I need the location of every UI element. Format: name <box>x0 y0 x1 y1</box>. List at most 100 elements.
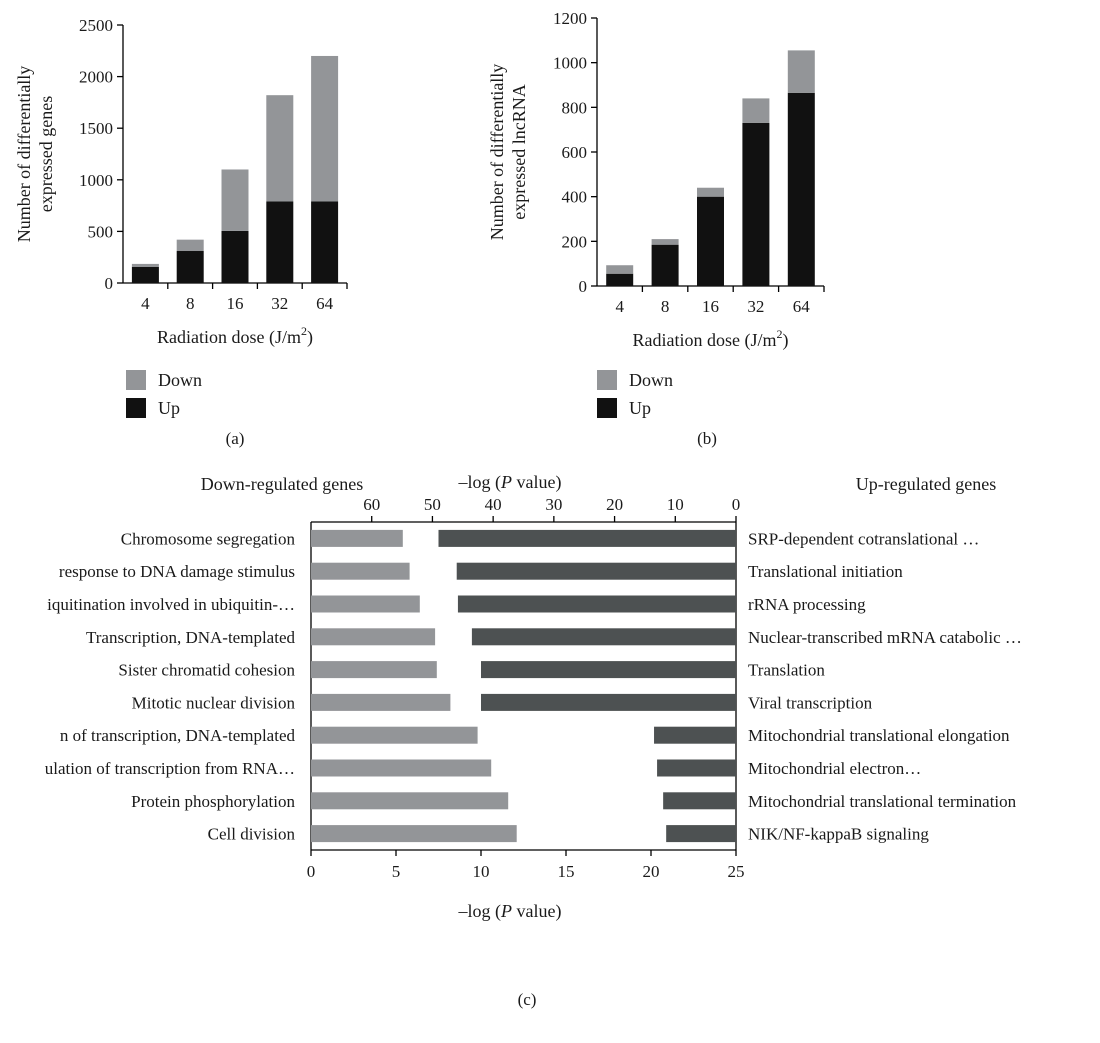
legend-swatch-down <box>597 370 617 390</box>
top-axis-title-p: P <box>500 472 512 492</box>
top-tick-label: 60 <box>363 495 380 514</box>
panel-label: (b) <box>697 429 717 448</box>
y-tick-label: 2000 <box>79 68 113 87</box>
legend-swatch-down <box>126 370 146 390</box>
bar-down-4 <box>131 263 159 268</box>
bottom-tick-label: 20 <box>643 862 660 881</box>
down-category-label: iquitination involved in ubiquitin-… <box>47 595 295 614</box>
bottom-tick-label: 25 <box>728 862 745 881</box>
up-category-label: NIK/NF-kappaB signaling <box>748 825 929 844</box>
down-category-label: Mitotic nuclear division <box>132 693 296 712</box>
bar-down-7 <box>311 759 492 777</box>
bar-down-9 <box>311 825 517 843</box>
bar-down-16 <box>697 187 724 197</box>
bar-up-64 <box>311 201 339 283</box>
panel-a: 0 500 1000 1500 2000 2500 4 8 16 32 64 Number of di… <box>14 16 348 448</box>
x-axis-title-sup: 2 <box>776 327 782 341</box>
y-tick-label: 500 <box>88 222 114 241</box>
y-tick-label: 400 <box>562 188 588 207</box>
y-axis-title-line: expressed genes <box>36 96 56 212</box>
bottom-axis-title-post: value) <box>512 901 561 922</box>
x-tick-label: 16 <box>702 297 719 316</box>
bar-down-4 <box>606 265 634 274</box>
y-axis-title-line: expressed lncRNA <box>509 84 529 219</box>
x-axis-title-main: Radiation dose (J/m <box>633 330 777 351</box>
y-tick-label: 200 <box>562 232 588 251</box>
legend-swatch-up <box>597 398 617 418</box>
top-tick-label: 50 <box>424 495 441 514</box>
top-tick-label: 30 <box>545 495 562 514</box>
bar-down-8 <box>176 239 204 252</box>
x-axis-title-main: Radiation dose (J/m <box>157 327 301 348</box>
x-tick-label: 8 <box>661 297 670 316</box>
x-tick-label: 64 <box>793 297 811 316</box>
y-tick-label: 1200 <box>553 9 587 28</box>
bar-up-32 <box>266 201 294 283</box>
bottom-axis-title: –log (P value) <box>458 901 562 922</box>
legend-label-down: Down <box>629 370 673 390</box>
bar-up-8 <box>176 251 204 283</box>
bar-up-0 <box>438 529 736 547</box>
top-tick-label: 40 <box>485 495 502 514</box>
bar-down-64 <box>787 50 815 93</box>
up-category-label: Viral transcription <box>748 693 873 712</box>
panel-b: 0 200 400 600 800 1000 1200 4 8 16 32 64 Number of d… <box>487 9 825 448</box>
x-axis-title: Radiation dose (J/m2) <box>633 327 789 351</box>
right-title: Up-regulated genes <box>856 474 996 494</box>
bottom-tick-label: 10 <box>473 862 490 881</box>
y-tick-label: 1000 <box>553 54 587 73</box>
x-axis-title-tail: ) <box>307 327 313 348</box>
bar-down-64 <box>311 55 339 202</box>
x-axis-title: Radiation dose (J/m2) <box>157 324 313 348</box>
up-category-label: Translational initiation <box>748 562 903 581</box>
panel-label: (c) <box>518 990 537 1009</box>
bar-up-5 <box>481 693 736 711</box>
y-axis-title-line: Number of differentially <box>487 64 507 241</box>
y-tick-label: 600 <box>562 143 588 162</box>
bar-up-8 <box>651 244 679 286</box>
y-axis-title-line: Number of differentially <box>14 66 34 243</box>
y-axis-title: Number of differentially expressed lncRNA <box>487 64 529 241</box>
legend-swatch-up <box>126 398 146 418</box>
down-category-label: response to DNA damage stimulus <box>59 562 295 581</box>
bar-up-4 <box>131 267 159 283</box>
x-tick-label: 4 <box>141 294 150 313</box>
legend-label-up: Up <box>158 398 180 418</box>
top-tick-label: 20 <box>606 495 623 514</box>
up-category-label: Translation <box>748 661 825 680</box>
down-category-label: n of transcription, DNA-templated <box>60 726 296 745</box>
top-axis-title-pre: –log ( <box>458 472 502 493</box>
panel-c: 0 5 10 15 20 25 60 50 40 30 20 10 0 Chromosome segreg… <box>45 472 1022 1009</box>
down-category-label: ulation of transcription from RNA… <box>45 759 295 778</box>
legend-label-up: Up <box>629 398 651 418</box>
bar-down-0 <box>311 529 403 547</box>
bar-up-6 <box>654 726 736 744</box>
x-tick-label: 8 <box>186 294 195 313</box>
y-tick-label: 1000 <box>79 171 113 190</box>
bar-up-32 <box>742 122 770 286</box>
bottom-tick-label: 0 <box>307 862 316 881</box>
top-axis-title-post: value) <box>512 472 561 493</box>
x-axis-title-tail: ) <box>782 330 788 351</box>
bar-down-5 <box>311 693 451 711</box>
bar-down-8 <box>311 792 509 810</box>
up-category-label: rRNA processing <box>748 595 866 614</box>
bottom-axis-title-p: P <box>500 901 512 921</box>
left-title: Down-regulated genes <box>201 474 363 494</box>
down-category-label: Chromosome segregation <box>121 529 296 548</box>
y-tick-label: 2500 <box>79 16 113 35</box>
bar-up-1 <box>456 562 736 580</box>
bar-down-4 <box>311 661 437 679</box>
bar-up-16 <box>697 196 724 286</box>
x-tick-label: 32 <box>271 294 288 313</box>
down-category-label: Sister chromatid cohesion <box>118 661 295 680</box>
bar-up-2 <box>457 595 736 613</box>
bar-down-32 <box>266 95 294 202</box>
bar-down-32 <box>742 98 770 123</box>
x-axis-title-sup: 2 <box>301 324 307 338</box>
x-tick-label: 16 <box>227 294 244 313</box>
y-axis-title: Number of differentially expressed genes <box>14 66 56 243</box>
down-category-label: Cell division <box>208 825 296 844</box>
up-category-label: Mitochondrial translational termination <box>748 792 1017 811</box>
up-category-label: Mitochondrial electron… <box>748 759 921 778</box>
